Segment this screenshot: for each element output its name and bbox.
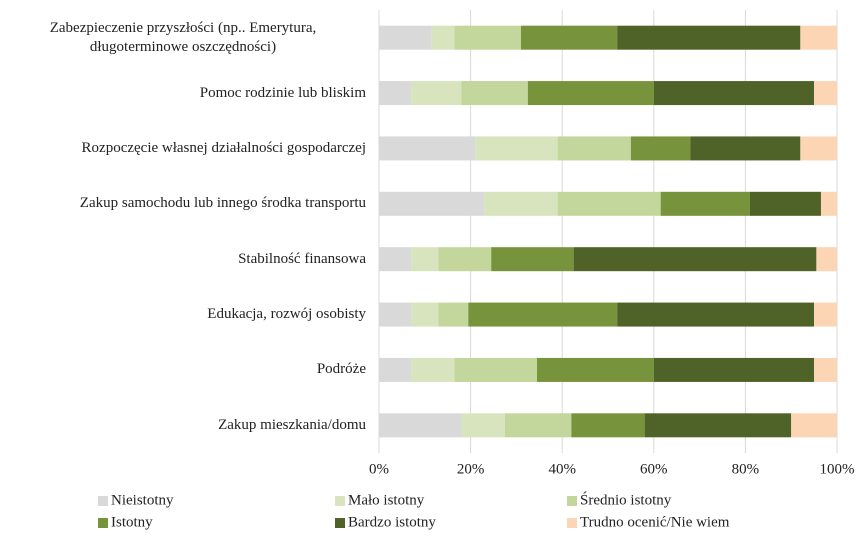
bar-segment — [504, 413, 572, 438]
bar-segment — [557, 191, 661, 216]
bar-segment — [461, 81, 528, 106]
legend-label: Mało istotny — [348, 492, 425, 508]
legend-label: Bardzo istotny — [348, 514, 436, 530]
bar-segment — [411, 302, 439, 327]
bar-segment — [468, 302, 618, 327]
bar-segment — [438, 247, 492, 272]
category-label: Pomoc rodzinie lub bliskim — [0, 68, 366, 118]
category-text: Zabezpieczenie przyszłości (np.. Emerytu… — [49, 19, 317, 55]
bar-segment — [454, 357, 538, 382]
bar-segment — [438, 302, 469, 327]
bar-segment — [630, 136, 691, 161]
x-tick-label: 0% — [369, 461, 389, 477]
legend-swatch — [335, 496, 345, 506]
category-text: Zakup samochodu lub innego środka transp… — [79, 195, 366, 212]
bar-segment — [571, 413, 645, 438]
category-text: Stabilność finansowa — [238, 250, 366, 267]
bar-segment — [557, 136, 631, 161]
category-label: Podróże — [0, 345, 366, 395]
x-tick-label: 60% — [640, 461, 668, 477]
legend-swatch — [335, 518, 345, 528]
category-text: Zakup mieszkania/domu — [218, 416, 366, 433]
bar-segment — [411, 81, 462, 106]
bar-segment — [379, 413, 462, 438]
bar-segment — [379, 81, 412, 106]
bar-segment — [814, 81, 837, 106]
bar-segment — [791, 413, 837, 438]
bar-segment — [814, 357, 837, 382]
bar-segment — [820, 191, 837, 216]
bar-segment — [527, 81, 654, 106]
bar-segment — [653, 357, 815, 382]
bar-segment — [653, 81, 815, 106]
bar-segment — [644, 413, 792, 438]
legend-label: Istotny — [111, 514, 153, 530]
bar-segment — [537, 357, 654, 382]
bar-segment — [379, 302, 412, 327]
bar-segment — [749, 191, 821, 216]
bar-segment — [379, 25, 432, 50]
legend-label: Nieistotny — [111, 492, 174, 508]
bar-segment — [484, 191, 558, 216]
bar-segment — [461, 413, 505, 438]
x-tick-label: 80% — [732, 461, 760, 477]
bar-segment — [800, 136, 837, 161]
legend-swatch — [567, 518, 577, 528]
legend-label: Średnio istotny — [580, 491, 672, 508]
category-text: Edukacja, rozwój osobisty — [207, 306, 366, 323]
x-tick-label: 20% — [457, 461, 485, 477]
bar-segment — [660, 191, 750, 216]
category-label: Edukacja, rozwój osobisty — [0, 290, 366, 340]
bar-segment — [379, 357, 412, 382]
bar-segment — [573, 247, 817, 272]
bar-segment — [379, 191, 485, 216]
category-text: Podróże — [316, 361, 366, 378]
bar-segment — [816, 247, 837, 272]
bar-segment — [814, 302, 837, 327]
bar-segment — [379, 136, 476, 161]
category-text: Pomoc rodzinie lub bliskim — [199, 84, 366, 101]
category-text: Rozpoczęcie własnej działalności gospoda… — [81, 139, 366, 156]
bar-segment — [454, 25, 521, 50]
legend-swatch — [567, 496, 577, 506]
bar-segment — [475, 136, 558, 161]
category-label: Zakup samochodu lub innego środka transp… — [0, 179, 366, 229]
category-label: Zabezpieczenie przyszłości (np.. Emerytu… — [0, 13, 366, 63]
legend-swatch — [98, 496, 108, 506]
bar-segment — [800, 25, 837, 50]
category-label: Rozpoczęcie własnej działalności gospoda… — [0, 123, 366, 173]
x-tick-label: 100% — [820, 461, 855, 477]
bar-segment — [617, 25, 801, 50]
bar-segment — [411, 247, 439, 272]
bar-segment — [411, 357, 455, 382]
bar-segment — [431, 25, 455, 50]
bar-segment — [379, 247, 412, 272]
category-label: Stabilność finansowa — [0, 234, 366, 284]
legend-label: Trudno ocenić/Nie wiem — [580, 514, 730, 530]
legend-swatch — [98, 518, 108, 528]
bar-segment — [491, 247, 574, 272]
bar-segment — [520, 25, 618, 50]
bar-segment — [617, 302, 815, 327]
bar-segment — [690, 136, 801, 161]
x-tick-label: 40% — [548, 461, 576, 477]
category-label: Zakup mieszkania/domu — [0, 400, 366, 450]
